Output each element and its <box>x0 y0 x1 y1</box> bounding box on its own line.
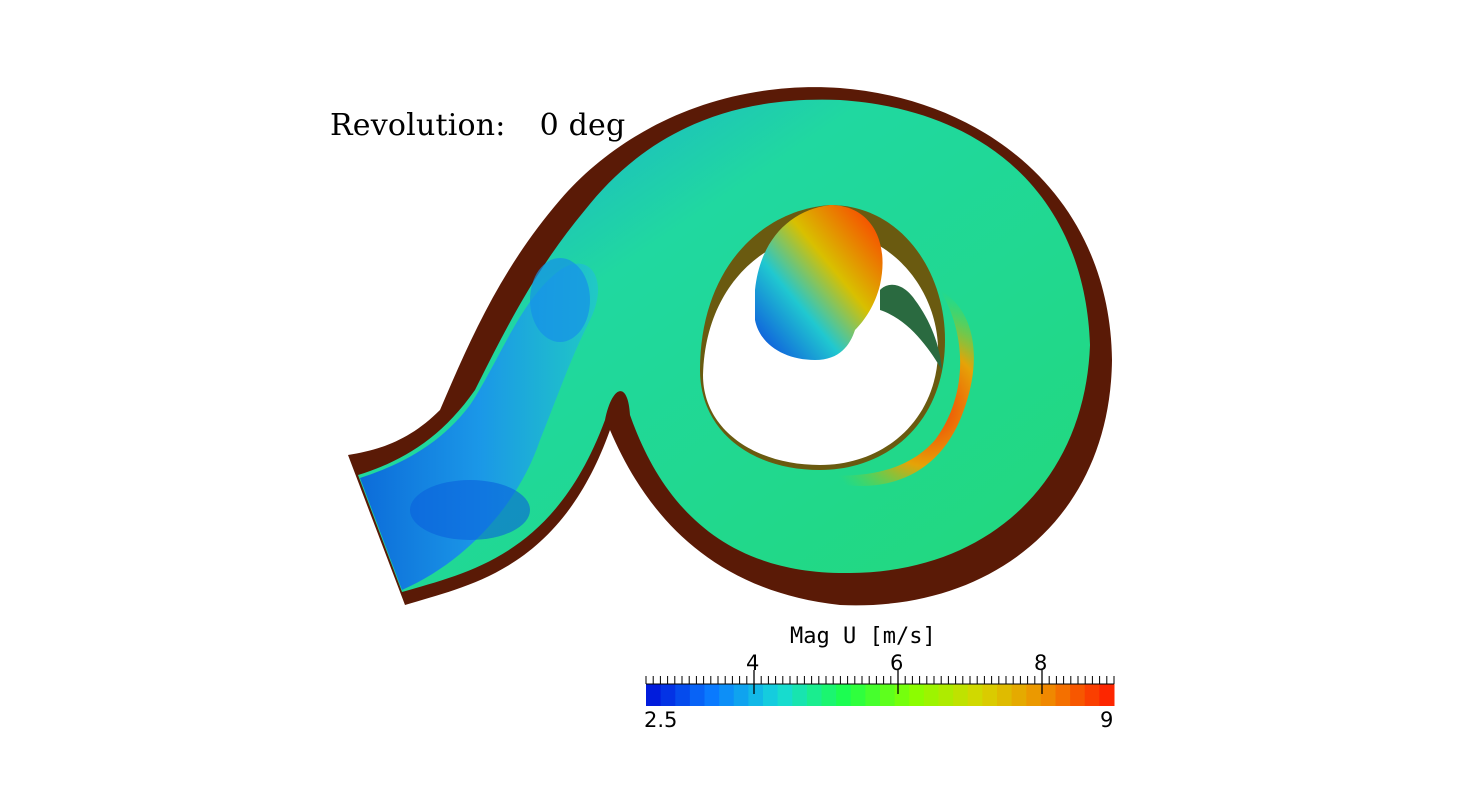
colorbar-title: Mag U [m/s] <box>790 624 936 649</box>
colorbar-tick-label: 4 <box>746 651 760 675</box>
colorbar-tick-label: 8 <box>1034 651 1048 675</box>
low-velocity-spot <box>530 258 590 342</box>
impeller-blade <box>755 205 883 360</box>
blade-trailing-edge <box>880 284 942 370</box>
high-velocity-band <box>790 290 974 486</box>
revolution-label: Revolution: <box>330 108 506 143</box>
colorbar-min-label: 2.5 <box>644 708 678 732</box>
low-velocity-spot-2 <box>410 480 530 540</box>
revolution-annotation: Revolution: 0 deg <box>330 108 625 143</box>
colorbar-max-label: 9 <box>1100 708 1114 732</box>
revolution-value: 0 deg <box>539 108 626 143</box>
colorbar-tick-label: 6 <box>890 651 904 675</box>
